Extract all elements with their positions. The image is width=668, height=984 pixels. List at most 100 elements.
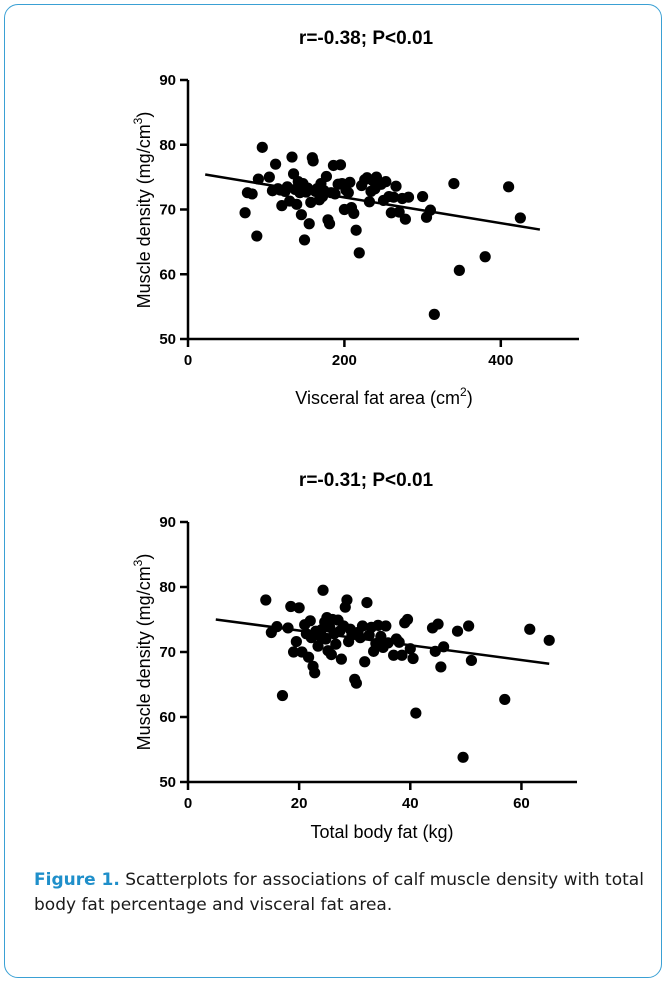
data-point (276, 689, 289, 702)
data-point (334, 159, 347, 171)
data-point (543, 634, 555, 646)
data-point (350, 224, 362, 236)
data-point (499, 693, 511, 706)
data-point (282, 622, 294, 634)
chart1-x-axis-label: Visceral fat area (cm2) (295, 385, 472, 408)
y-tick-label: 70 (159, 202, 176, 219)
figure-caption: Figure 1. Scatterplots for associations … (34, 868, 654, 918)
data-point (380, 620, 392, 632)
scatter-chart-visceral: r=-0.38; P<0.01 50 60 70 80 90 0 200 400 Muscl… (131, 28, 579, 408)
data-point (295, 209, 307, 221)
data-point (404, 643, 416, 655)
data-point (451, 625, 464, 637)
data-point (303, 218, 315, 230)
x-tick-label: 60 (513, 795, 530, 812)
data-point (353, 247, 365, 259)
caption-text: Scatterplots for associations of calf mu… (34, 870, 644, 915)
data-point (432, 618, 444, 630)
data-point (304, 615, 316, 627)
data-point (335, 653, 347, 665)
data-point (514, 212, 526, 224)
chart2-title: r=-0.31; P<0.01 (299, 470, 434, 491)
data-point (453, 264, 465, 276)
data-point (285, 600, 297, 613)
data-point (382, 637, 394, 649)
y-tick-label: 60 (159, 709, 176, 726)
data-point (312, 640, 324, 652)
data-point (388, 649, 400, 661)
data-point (320, 170, 333, 183)
data-point (298, 234, 311, 246)
data-point (463, 620, 475, 632)
data-point (293, 602, 305, 614)
data-point (350, 677, 362, 689)
data-point (286, 151, 298, 163)
data-point (251, 230, 263, 242)
x-tick-label: 0 (184, 795, 192, 812)
data-point (375, 630, 387, 642)
chart2-y-axis-label: Muscle density (mg/cm3) (131, 554, 154, 751)
y-tick-label: 80 (159, 579, 176, 596)
data-point (287, 646, 300, 658)
data-point (344, 176, 356, 188)
data-point (435, 661, 447, 673)
y-tick-label: 80 (159, 137, 176, 154)
data-point (317, 584, 329, 596)
x-tick-label: 200 (332, 352, 357, 369)
data-point (271, 621, 283, 633)
data-point (402, 191, 415, 203)
data-point (290, 636, 302, 648)
y-tick-label: 90 (159, 514, 176, 531)
data-point (323, 218, 336, 230)
data-point (479, 251, 491, 263)
y-tick-label: 70 (159, 644, 176, 661)
data-point (330, 638, 342, 650)
data-point (393, 636, 405, 648)
data-point (269, 158, 282, 170)
data-point (359, 656, 371, 668)
data-point (309, 667, 321, 679)
data-point (329, 188, 341, 200)
x-tick-label: 0 (184, 352, 192, 369)
figure-frame (4, 4, 662, 978)
data-point (396, 649, 408, 661)
chart1-title: r=-0.38; P<0.01 (299, 28, 434, 49)
data-point (438, 641, 450, 653)
data-point (239, 207, 251, 219)
data-point (457, 751, 469, 763)
data-point (428, 308, 440, 320)
chart2-x-axis-label: Total body fat (kg) (310, 822, 453, 842)
data-point (417, 190, 429, 203)
data-point (291, 198, 303, 210)
data-point (325, 649, 337, 661)
x-tick-label: 400 (488, 352, 513, 369)
y-tick-label: 50 (159, 774, 176, 791)
chart1-y-axis-label: Muscle density (mg/cm3) (131, 112, 154, 309)
y-tick-label: 50 (159, 331, 176, 348)
data-point (307, 155, 319, 167)
data-point (341, 594, 353, 606)
data-point (503, 181, 515, 193)
data-point (424, 204, 437, 216)
data-point (252, 173, 264, 185)
y-tick-label: 90 (159, 72, 176, 89)
x-tick-label: 40 (402, 795, 419, 812)
data-point (342, 187, 354, 199)
data-point (263, 171, 275, 183)
data-point (407, 652, 419, 665)
data-point (305, 196, 317, 208)
data-point (320, 633, 332, 645)
data-point (399, 213, 411, 225)
data-point (302, 651, 315, 663)
data-point (256, 141, 268, 153)
scatter-chart-total-fat: r=-0.31; P<0.01 50 60 70 80 90 0 20 40 60 Muscl… (131, 470, 577, 842)
data-point (246, 188, 258, 200)
caption-label: Figure 1. (34, 870, 120, 890)
x-tick-label: 20 (291, 795, 308, 812)
data-point (348, 207, 360, 219)
data-point (524, 623, 536, 635)
data-point (361, 597, 373, 609)
data-point (401, 613, 414, 626)
data-point (388, 191, 400, 203)
data-point (363, 196, 376, 208)
